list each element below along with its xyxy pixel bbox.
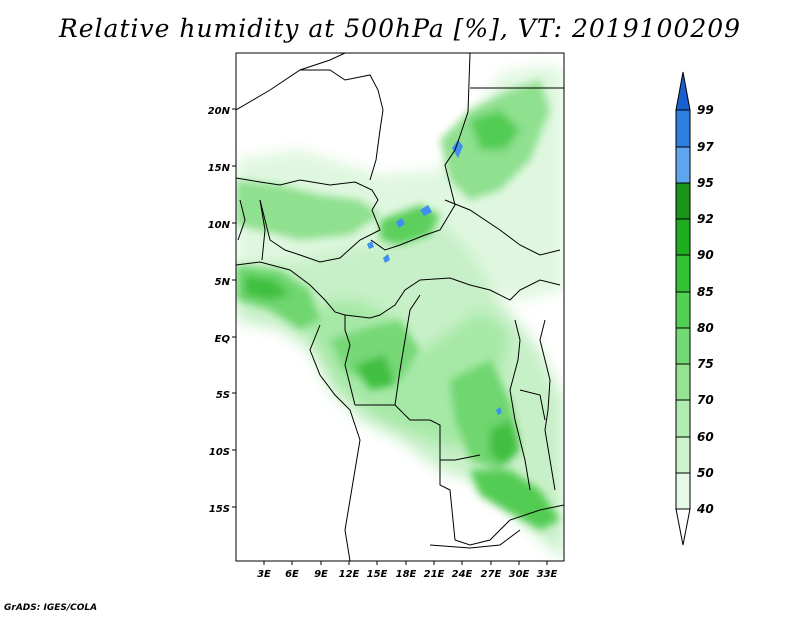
lat-tick-label: 15N bbox=[208, 163, 231, 174]
lat-tick-label: 10S bbox=[209, 447, 230, 458]
map-frame bbox=[235, 52, 565, 562]
colorbar-segment bbox=[675, 472, 691, 510]
lon-tick-label: 12E bbox=[339, 569, 360, 580]
lat-tick-label: 15S bbox=[209, 504, 230, 515]
lat-tick-label: 5N bbox=[215, 277, 231, 288]
humidity-field bbox=[236, 65, 564, 560]
lon-tick-label: 21E bbox=[424, 569, 445, 580]
colorbar-label: 85 bbox=[697, 285, 714, 299]
colorbar-segment bbox=[675, 254, 691, 293]
colorbar-label: 40 bbox=[696, 502, 714, 516]
colorbar-segment bbox=[675, 327, 691, 365]
colorbar-label: 75 bbox=[697, 357, 714, 371]
lon-tick-label: 18E bbox=[396, 569, 417, 580]
axis-tick-marks bbox=[232, 108, 548, 565]
colorbar-segment bbox=[675, 218, 691, 256]
lon-tick-label: 3E bbox=[257, 569, 271, 580]
colorbar-label: 90 bbox=[697, 248, 714, 262]
colorbar-label: 92 bbox=[697, 212, 714, 226]
lon-tick-label: 6E bbox=[285, 569, 299, 580]
colorbar-segment bbox=[675, 146, 691, 184]
lat-tick-label: 20N bbox=[208, 106, 231, 117]
country-borders bbox=[236, 53, 564, 561]
chart-title: Relative humidity at 500hPa [%], VT: 201… bbox=[58, 14, 742, 43]
colorbar-bottom-triangle bbox=[675, 508, 691, 546]
lon-tick-label: 9E bbox=[314, 569, 328, 580]
colorbar-label: 97 bbox=[697, 140, 714, 154]
colorbar-segment bbox=[675, 363, 691, 401]
colorbar-segment bbox=[675, 182, 691, 220]
lat-tick-label: 10N bbox=[208, 220, 231, 231]
colorbar-label: 50 bbox=[697, 466, 714, 480]
colorbar-segment bbox=[675, 291, 691, 329]
lon-tick-label: 27E bbox=[481, 569, 502, 580]
colorbar-top-triangle bbox=[675, 71, 691, 111]
colorbar-label: 70 bbox=[697, 393, 714, 407]
lon-tick-label: 15E bbox=[367, 569, 388, 580]
colorbar-label: 80 bbox=[697, 321, 714, 335]
credit-label: GrADS: IGES/COLA bbox=[4, 603, 98, 613]
colorbar-label: 95 bbox=[697, 176, 714, 190]
colorbar-segment bbox=[675, 109, 691, 148]
colorbar-segment bbox=[675, 399, 691, 438]
lon-tick-label: 30E bbox=[509, 569, 530, 580]
colorbar-label: 99 bbox=[697, 103, 714, 117]
colorbar-segment bbox=[675, 436, 691, 474]
lon-tick-label: 33E bbox=[537, 569, 558, 580]
longitude-axis: 3E 6E 9E 12E 15E 18E 21E 24E 27E 30E 33E bbox=[257, 569, 557, 580]
colorbar: 40 50 60 70 75 80 85 90 92 95 97 99 bbox=[675, 71, 714, 546]
colorbar-segments bbox=[675, 71, 691, 546]
colorbar-label: 60 bbox=[697, 430, 714, 444]
latitude-axis: 20N 15N 10N 5N EQ 5S 10S 15S bbox=[208, 106, 231, 515]
lat-tick-label: EQ bbox=[215, 334, 231, 345]
lat-tick-label: 5S bbox=[216, 390, 230, 401]
lon-tick-label: 24E bbox=[452, 569, 473, 580]
